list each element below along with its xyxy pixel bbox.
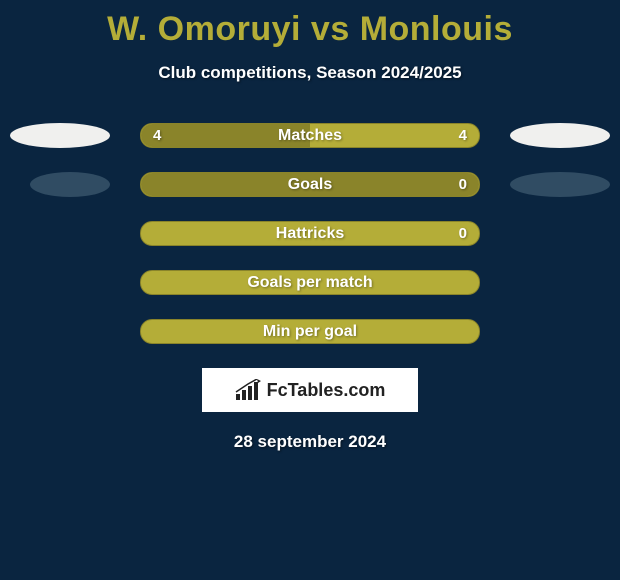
stat-rows: 4 Matches 4 Goals 0 Hattricks 0 Goals p — [0, 123, 620, 344]
stat-row-goals: Goals 0 — [0, 172, 620, 197]
page-title: W. Omoruyi vs Monlouis — [0, 0, 620, 49]
right-ellipse — [510, 172, 610, 197]
bar-left-value: 4 — [153, 127, 161, 144]
bar-label: Goals per match — [247, 274, 372, 292]
left-ellipse — [30, 172, 110, 197]
bar-label: Matches — [278, 127, 342, 145]
stat-row-hattricks: Hattricks 0 — [0, 221, 620, 246]
stat-bar: Hattricks 0 — [140, 221, 480, 246]
stat-bar: Min per goal — [140, 319, 480, 344]
stat-bar: Goals per match — [140, 270, 480, 295]
right-ellipse — [510, 123, 610, 148]
subtitle: Club competitions, Season 2024/2025 — [0, 63, 620, 83]
bar-right-value: 4 — [459, 127, 467, 144]
comparison-infographic: W. Omoruyi vs Monlouis Club competitions… — [0, 0, 620, 580]
bar-label: Hattricks — [276, 225, 344, 243]
stat-bar: 4 Matches 4 — [140, 123, 480, 148]
bar-label: Goals — [288, 176, 332, 194]
chart-bars-icon — [235, 379, 261, 401]
date-line: 28 september 2024 — [0, 432, 620, 452]
stat-row-matches: 4 Matches 4 — [0, 123, 620, 148]
bar-right-value: 0 — [459, 225, 467, 242]
stat-row-min-per-goal: Min per goal — [0, 319, 620, 344]
bar-label: Min per goal — [263, 323, 357, 341]
stat-bar: Goals 0 — [140, 172, 480, 197]
bar-right-value: 0 — [459, 176, 467, 193]
stat-row-goals-per-match: Goals per match — [0, 270, 620, 295]
logo-text: FcTables.com — [267, 380, 386, 401]
logo-box: FcTables.com — [202, 368, 418, 412]
left-ellipse — [10, 123, 110, 148]
